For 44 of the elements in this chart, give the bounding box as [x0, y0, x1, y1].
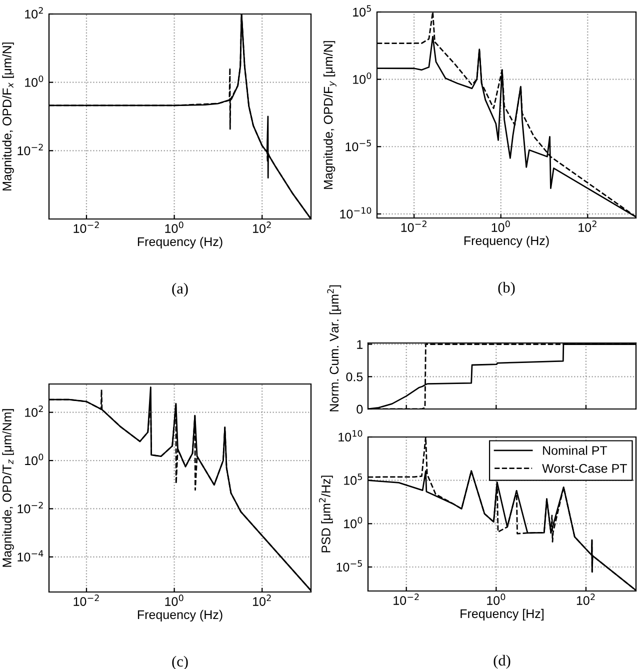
y-tick-label: 10$^{10}$ [338, 430, 362, 442]
text: (b) [498, 282, 515, 296]
x-axis-title: Frequency [Hz] [460, 608, 544, 621]
x-axis-title: Frequency (Hz) [464, 236, 549, 248]
y-tick-label: 10$^{−2}$ [18, 502, 43, 514]
x-tick-label: 10$^{−2}$ [401, 220, 426, 232]
y-axis-title: Magnitude, OPD/T$_{z}$ [μm/Nm] [2, 409, 14, 567]
y-tick-label: 10$^{−2}$ [18, 144, 43, 156]
y-tick-label: 10$^{−5}$ [336, 560, 362, 572]
y-tick-label: 10$^{0}$ [344, 516, 362, 528]
y-tick-label: 10$^{−10}$ [340, 207, 372, 219]
y-tick-label: 10$^{5}$ [344, 474, 362, 485]
y-tick-label: 1 [357, 340, 363, 349]
y-axis-title: Magnitude, OPD/F$_{y}$ [μm/N] [323, 41, 336, 189]
x-tick-label: 10$^{−2}$ [74, 594, 99, 606]
x-tick-label: 10$^{2}$ [578, 220, 596, 232]
y-tick-label: 0 [356, 404, 363, 414]
x-axis-title: Frequency (Hz) [138, 236, 222, 249]
y-tick-label: 10$^{0}$ [25, 454, 44, 466]
x-tick-label: 10$^{−2}$ [74, 222, 99, 233]
y-axis-title: PSD [μm$^{2}$/Hz] [318, 476, 333, 552]
y-tick-label: 10$^{5}$ [353, 5, 371, 17]
x-tick-label: 10$^{2}$ [253, 594, 271, 606]
y-tick-label: 10$^{0}$ [25, 75, 44, 87]
y-tick-label: 10$^{−4}$ [18, 550, 44, 562]
legend-label: Worst-Case PT [542, 464, 627, 473]
x-tick-label: 10$^{0}$ [492, 220, 510, 232]
y-tick-label: 10$^{−5}$ [346, 140, 371, 152]
x-tick-label: 10$^{0}$ [487, 594, 506, 605]
text: (a) [172, 282, 188, 297]
y-tick-label: 10$^{0}$ [353, 72, 372, 84]
y-axis-title: Magnitude, OPD/F$_{x}$ [μm/N] [2, 42, 14, 190]
text: (d) [494, 654, 510, 669]
y-tick-label: 0.5 [346, 372, 363, 382]
legend-label: Nominal PT [543, 446, 608, 455]
x-tick-label: 10$^{2}$ [253, 222, 271, 233]
y-tick-label: 10$^{2}$ [25, 405, 43, 417]
x-tick-label: 10$^{−2}$ [394, 594, 419, 605]
x-tick-label: 10$^{0}$ [165, 594, 184, 606]
x-tick-label: 10$^{0}$ [165, 222, 184, 233]
y-tick-label: 10$^{2}$ [25, 7, 43, 19]
y-axis-title: Norm. Cum. Var. [μm$^{2}$] [327, 285, 342, 412]
x-axis-title: Frequency (Hz) [138, 610, 222, 622]
x-tick-label: 10$^{2}$ [576, 594, 595, 605]
